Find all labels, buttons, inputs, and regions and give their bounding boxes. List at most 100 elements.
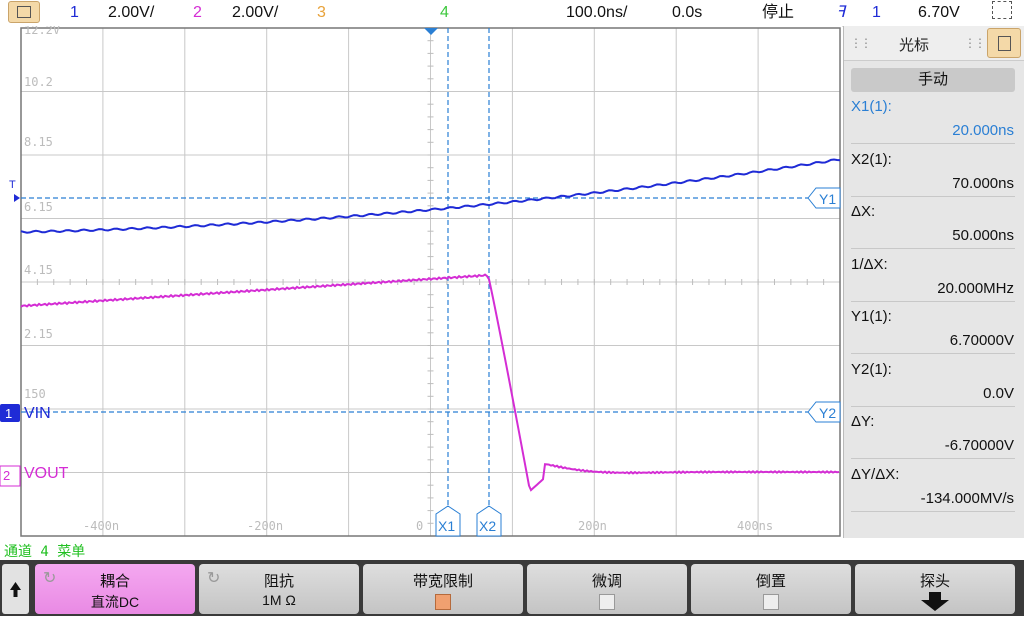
softkey[interactable]: 微调 [527, 564, 687, 614]
menu-status-line: 通道 4 菜单 [0, 538, 1024, 560]
ch2-scale[interactable]: 2.00V/ [232, 4, 279, 21]
trigger-channel[interactable]: 1 [872, 4, 881, 21]
cursor-y1-tag [807, 187, 841, 209]
row-divider [851, 405, 1015, 407]
list-icon [998, 36, 1011, 51]
x-axis-label: 200n [578, 519, 607, 533]
trigger-level-marker: T [9, 179, 16, 191]
softkey[interactable]: ↻ 耦合直流DC [35, 564, 195, 614]
cursor-row-value: -6.70000V [944, 437, 1014, 454]
trigger-position-marker [424, 28, 438, 35]
timebase-value[interactable]: 100.0ns/ [566, 4, 628, 21]
ch1-ground-marker [0, 404, 20, 422]
row-divider [851, 195, 1015, 197]
cursor-y1-tag-label: Y1 [819, 191, 836, 207]
panel-menu-button[interactable] [987, 28, 1021, 58]
up-arrow-icon [10, 582, 21, 597]
cursor-row-value: 0.0V [983, 384, 1014, 402]
cursor-panel: ⋮⋮ 光标 ⋮⋮ 手动 X1(1): 20.000ns X2(1): 70.000ns… [843, 26, 1024, 538]
cursor-row-value: 20.000MHz [937, 279, 1014, 297]
cursor-row-label: ΔY: [851, 413, 875, 430]
cursor-row-value: 70.000ns [952, 174, 1014, 192]
grip-icon[interactable]: ⋮⋮ [850, 36, 872, 50]
cursor-row-value: 20.000ns [952, 122, 1014, 139]
softkey-bar: ↻ 耦合直流DC ↻ 阻抗 1M Ω 带宽限制 微调 倒置 探头 [0, 560, 1024, 616]
y-axis-label: 12.2V [24, 26, 60, 37]
cursor-x2-tag [476, 505, 502, 537]
trigger-level[interactable]: 6.70V [918, 4, 960, 21]
down-arrow-icon [921, 592, 949, 611]
y-axis-label: 150 [24, 387, 46, 401]
trigger-level-arrow [14, 194, 20, 202]
vin-waveform [20, 158, 841, 234]
softkey-label: 倒置 [755, 573, 786, 590]
softkey-label: 带宽限制 [412, 573, 473, 590]
cursor-y2-tag-label: Y2 [819, 405, 836, 421]
main-menu-button[interactable] [8, 1, 40, 23]
x-axis-label: -200n [247, 519, 283, 533]
softkey[interactable]: 带宽限制 [363, 564, 523, 614]
ch3-number[interactable]: 3 [317, 4, 326, 21]
softkey-checkbox [763, 594, 779, 610]
trigger-edge-icon[interactable]: ꟻ [836, 4, 846, 21]
softkey[interactable]: 倒置 [691, 564, 851, 614]
x-axis-label: 0 [416, 519, 423, 533]
softkey-checkbox [435, 594, 451, 610]
rotate-knob-icon: ↻ [43, 570, 57, 587]
run-state[interactable]: 停止 [762, 4, 795, 21]
softkey-value: 直流DC [90, 594, 140, 610]
vout-waveform [20, 273, 840, 492]
ch1-scale[interactable]: 2.00V/ [108, 4, 155, 21]
ch2-label: VOUT [24, 465, 69, 482]
y-axis-label: 8.15 [24, 135, 53, 149]
ch2-number[interactable]: 2 [193, 4, 202, 21]
row-divider [851, 510, 1015, 512]
cursor-x2-tag-label: X2 [479, 518, 496, 534]
cursor-row-value: -134.000MV/s [920, 489, 1014, 507]
x-axis-label: 400ns [737, 519, 773, 533]
zoom-select-icon[interactable] [992, 1, 1012, 19]
softkey-label: 微调 [591, 573, 622, 590]
row-divider [851, 458, 1015, 459]
ch4-number[interactable]: 4 [440, 4, 449, 21]
row-divider [851, 353, 1015, 354]
cursor-x1-tag [435, 505, 461, 537]
ch1-marker-label: 1 [5, 406, 12, 421]
x-axis-label: -400n [83, 519, 119, 533]
menu-icon [17, 6, 31, 18]
menu-title: 通道 4 菜单 [4, 544, 86, 560]
softkey-value: 1M Ω [262, 592, 296, 608]
cursor-row-label: ΔY/ΔX: [851, 465, 900, 483]
cursor-row-label: Y1(1): [851, 308, 892, 325]
waveform-svg: 12.2V 10.2 8.15 6.15 4.15 2.15 150 -400n -200n 0 2… [0, 23, 842, 538]
softkey-label: 探头 [919, 573, 950, 590]
top-status-bar: 1 2.00V/ 2 2.00V/ 3 4 100.0ns/ 0.0s 停止 ꟻ… [0, 0, 1024, 27]
cursor-row-label: Y2(1): [851, 360, 892, 378]
rotate-knob-icon: ↻ [207, 570, 221, 587]
cursor-row-value: 50.000ns [952, 227, 1014, 244]
waveform-display[interactable]: 12.2V 10.2 8.15 6.15 4.15 2.15 150 -400n -200n 0 2… [0, 23, 842, 538]
ch2-marker-label: 2 [3, 468, 10, 483]
row-divider [851, 300, 1015, 302]
cursor-mode-button[interactable]: 手动 [851, 68, 1015, 92]
softkey[interactable]: ↻ 阻抗 1M Ω [199, 564, 359, 614]
y-axis-label: 6.15 [24, 200, 53, 214]
ch1-number[interactable]: 1 [70, 4, 79, 21]
cursor-y2-tag [807, 401, 841, 423]
softkey-checkbox [599, 594, 615, 610]
cursor-row-value: 6.70000V [949, 332, 1014, 349]
ch2-ground-marker [0, 465, 21, 487]
grip-icon[interactable]: ⋮⋮ [964, 36, 986, 50]
delay-value[interactable]: 0.0s [672, 4, 703, 21]
cursor-row-label: 1/ΔX: [851, 255, 888, 273]
ch1-label: VIN [24, 405, 51, 422]
cursor-x1-tag-label: X1 [438, 518, 455, 534]
cursor-row-label: X1(1): [851, 98, 892, 115]
y-axis-label: 2.15 [24, 327, 53, 341]
cursor-row-label: ΔX: [851, 203, 876, 220]
back-key[interactable] [2, 564, 29, 614]
softkey[interactable]: 探头 [855, 564, 1015, 614]
softkey-label: 耦合 [99, 573, 130, 590]
row-divider [851, 248, 1015, 249]
cursor-row-label: X2(1): [851, 150, 892, 168]
